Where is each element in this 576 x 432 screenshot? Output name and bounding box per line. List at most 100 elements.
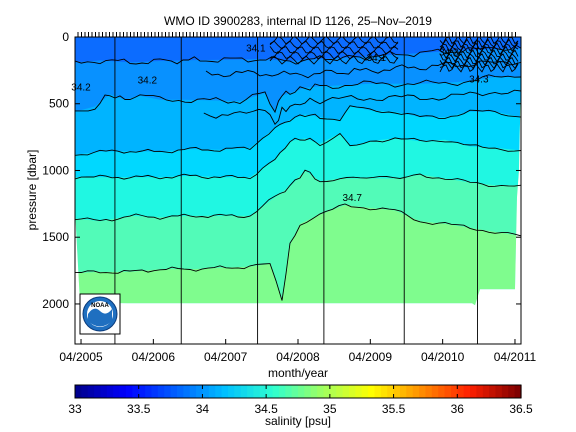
colorbar-swatch <box>145 385 153 398</box>
colorbar-swatch <box>304 385 312 398</box>
contour-line <box>75 74 521 114</box>
colorbar-swatch <box>94 385 102 398</box>
colorbar-swatch <box>278 385 286 398</box>
colorbar-swatch <box>164 385 172 398</box>
colorbar-tick-label: 36 <box>451 402 465 416</box>
colorbar-swatch <box>100 385 108 398</box>
colorbar-swatch <box>508 385 516 398</box>
y-axis: 0 500 1000 1500 2000 <box>42 30 521 311</box>
colorbar-swatch <box>170 385 178 398</box>
colorbar-swatch <box>457 385 465 398</box>
colorbar-swatch <box>119 385 127 398</box>
salinity-layer <box>75 77 521 306</box>
contour-line <box>439 56 519 66</box>
contour-line <box>269 55 399 65</box>
contour-line <box>439 45 519 56</box>
colorbar-swatch <box>183 385 191 398</box>
contour-line <box>75 169 521 222</box>
colorbar-swatch <box>380 385 388 398</box>
colorbar-swatch <box>138 385 146 398</box>
x-tick-label: 04/2010 <box>421 350 465 364</box>
colorbar-swatch <box>348 385 356 398</box>
colorbar-swatch <box>298 385 305 398</box>
contour-line <box>205 60 521 79</box>
colorbar-swatch <box>317 385 325 398</box>
chart-title: WMO ID 3900283, internal ID 1126, 25–Nov… <box>164 14 432 28</box>
colorbar-swatch <box>406 385 414 398</box>
x-tick-label: 04/2009 <box>349 350 393 364</box>
colorbar-swatch <box>240 385 248 398</box>
y-tick-label: 500 <box>49 97 69 111</box>
colorbar-swatch <box>234 385 242 398</box>
colorbar-frame <box>74 384 522 399</box>
contour-line <box>439 37 519 45</box>
colorbar-swatch <box>361 385 369 398</box>
colorbar-swatch <box>285 385 293 398</box>
contour-label: 34.1 <box>367 53 387 64</box>
y-tick-label: 1000 <box>42 163 69 177</box>
colorbar-swatch <box>476 385 484 398</box>
colorbar-swatch <box>253 385 261 398</box>
colorbar-swatch <box>227 385 235 398</box>
colorbar-swatch <box>132 385 140 398</box>
contour-line <box>269 37 399 45</box>
profile-lines <box>114 37 478 344</box>
colorbar-tick-label: 36.5 <box>509 402 533 416</box>
x-axis-label: month/year <box>268 366 328 380</box>
colorbar-swatch <box>419 385 427 398</box>
colorbar-swatch <box>342 385 350 398</box>
contour-line <box>75 105 521 156</box>
y-tick-label: 0 <box>62 30 69 44</box>
colorbar-swatch <box>495 385 503 398</box>
contour-label: 34.2 <box>138 76 158 87</box>
contour-line <box>439 63 519 73</box>
colorbar-swatch <box>431 385 439 398</box>
colorbar-swatch <box>208 385 216 398</box>
colorbar-swatch <box>247 385 254 398</box>
colorbar-swatch <box>189 385 197 398</box>
colorbar-swatch <box>374 385 382 398</box>
contour-line <box>269 45 399 55</box>
colorbar-swatch <box>323 385 331 398</box>
colorbar-tick-label: 34 <box>196 402 210 416</box>
colorbar-tick-label: 34.5 <box>254 402 278 416</box>
colorbar-swatch <box>425 385 433 398</box>
colorbar: 33 33.5 34 34.5 35 35.5 36 36.5 <box>68 384 533 416</box>
contour-label: 34.2 <box>71 82 91 93</box>
contour-label: 34.7 <box>343 193 363 204</box>
colorbar-swatch <box>450 385 458 398</box>
colorbar-label: salinity [psu] <box>265 414 331 428</box>
colorbar-tick-label: 35 <box>323 402 337 416</box>
colorbar-swatch <box>266 385 274 398</box>
colorbar-swatch <box>329 385 337 398</box>
colorbar-swatch <box>470 385 477 398</box>
colorbar-swatch <box>393 385 401 398</box>
contour-label: 34.2 <box>439 48 459 59</box>
x-tick-label: 04/2008 <box>276 350 320 364</box>
colorbar-tick-label: 33.5 <box>127 402 151 416</box>
contour-label: 34.1 <box>246 44 266 55</box>
colorbar-swatch <box>87 385 95 398</box>
colorbar-swatch <box>106 385 114 398</box>
colorbar-swatch <box>221 385 229 398</box>
contour-line <box>439 59 519 70</box>
colorbar-swatch <box>412 385 420 398</box>
contour-line <box>439 42 519 52</box>
colorbar-swatch <box>355 385 363 398</box>
y-tick-label: 2000 <box>42 297 69 311</box>
colorbar-swatch <box>202 385 210 398</box>
colorbar-swatch <box>463 385 471 398</box>
contour-labels: 34.2 34.2 34.1 34.1 34.2 34.3 34.7 <box>71 44 489 204</box>
colorbar-swatch <box>501 385 509 398</box>
colorbar-swatch <box>125 385 133 398</box>
noaa-logo-text: NOAA <box>91 303 109 309</box>
colorbar-swatch <box>196 385 204 398</box>
contour-label: 34.3 <box>469 74 489 85</box>
colorbar-swatch <box>444 385 452 398</box>
colorbar-swatch <box>514 385 522 398</box>
contour-line <box>203 89 521 125</box>
colorbar-swatch <box>215 385 223 398</box>
colorbar-swatch <box>113 385 121 398</box>
colorbar-tick-label: 35.5 <box>382 402 406 416</box>
